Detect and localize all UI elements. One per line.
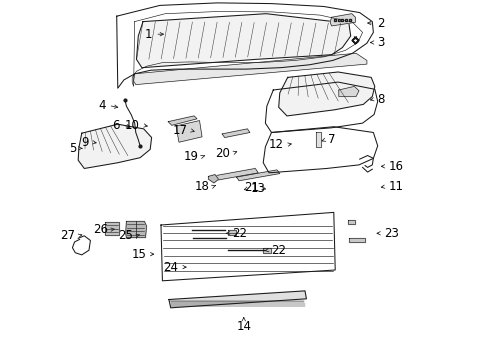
Text: 10: 10 [124, 119, 140, 132]
Polygon shape [168, 116, 197, 125]
Polygon shape [236, 170, 279, 181]
Text: 1: 1 [144, 28, 152, 41]
Text: 8: 8 [377, 93, 384, 105]
Polygon shape [78, 124, 151, 168]
Text: 17: 17 [172, 124, 187, 137]
Polygon shape [263, 248, 270, 253]
Text: 4: 4 [98, 99, 105, 112]
Text: 2: 2 [376, 17, 384, 30]
Text: 12: 12 [268, 138, 284, 151]
Polygon shape [208, 175, 218, 183]
Text: 14: 14 [236, 320, 251, 333]
Text: 27: 27 [60, 229, 75, 242]
Text: 20: 20 [215, 147, 230, 159]
Polygon shape [348, 238, 365, 242]
Polygon shape [338, 86, 358, 96]
Text: 9: 9 [81, 136, 89, 149]
Polygon shape [104, 222, 118, 235]
Text: 7: 7 [328, 133, 335, 146]
Text: 3: 3 [376, 36, 384, 49]
Polygon shape [125, 221, 146, 238]
Polygon shape [278, 72, 374, 116]
Text: 22: 22 [270, 244, 285, 257]
Text: 5: 5 [68, 142, 76, 155]
Text: 16: 16 [387, 160, 403, 173]
Polygon shape [211, 168, 258, 181]
Polygon shape [222, 129, 249, 138]
Polygon shape [329, 14, 355, 26]
Polygon shape [168, 291, 306, 308]
Polygon shape [228, 230, 236, 235]
Polygon shape [176, 121, 202, 142]
Text: 22: 22 [232, 227, 247, 240]
Polygon shape [136, 14, 350, 68]
Polygon shape [347, 220, 355, 224]
Text: 6: 6 [112, 119, 120, 132]
Text: 19: 19 [184, 150, 199, 163]
Text: 18: 18 [195, 180, 209, 193]
Polygon shape [133, 53, 366, 85]
Text: 21: 21 [244, 181, 258, 194]
Text: 26: 26 [93, 223, 107, 236]
Text: 11: 11 [387, 180, 403, 193]
Text: 13: 13 [250, 182, 264, 195]
Polygon shape [316, 132, 320, 147]
Text: 25: 25 [118, 229, 133, 242]
Text: 15: 15 [131, 248, 146, 261]
Text: 24: 24 [163, 261, 178, 274]
Text: 23: 23 [384, 227, 398, 240]
